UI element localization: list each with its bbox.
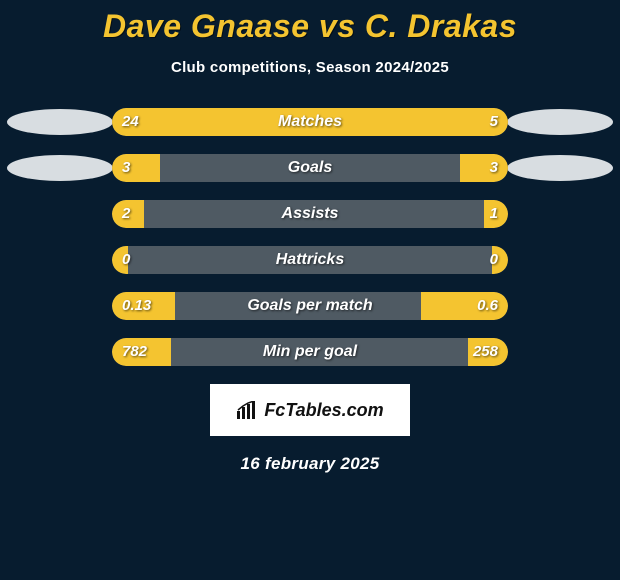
bar-track: 0.130.6Goals per match <box>112 292 508 320</box>
brand-logo: FcTables.com <box>210 384 410 436</box>
comparison-row: 21Assists <box>0 200 620 228</box>
comparison-row: 245Matches <box>0 108 620 136</box>
player-avatar-left <box>7 109 113 135</box>
page-title: Dave Gnaase vs C. Drakas <box>0 0 620 45</box>
date-text: 16 february 2025 <box>0 454 620 474</box>
row-label: Matches <box>112 108 508 136</box>
bar-track: 245Matches <box>112 108 508 136</box>
bar-track: 782258Min per goal <box>112 338 508 366</box>
bar-track: 00Hattricks <box>112 246 508 274</box>
row-label: Assists <box>112 200 508 228</box>
player-avatar-right <box>507 109 613 135</box>
row-label: Min per goal <box>112 338 508 366</box>
comparison-row: 00Hattricks <box>0 246 620 274</box>
row-label: Hattricks <box>112 246 508 274</box>
chart-icon <box>236 401 258 419</box>
comparison-row: 0.130.6Goals per match <box>0 292 620 320</box>
player-avatar-left <box>7 155 113 181</box>
brand-logo-text: FcTables.com <box>264 400 383 421</box>
page-subtitle: Club competitions, Season 2024/2025 <box>0 59 620 76</box>
player-avatar-right <box>507 155 613 181</box>
bar-track: 33Goals <box>112 154 508 182</box>
comparison-chart: 245Matches 33Goals 21Assists 00Hattricks 0.1… <box>0 108 620 366</box>
comparison-row: 33Goals <box>0 154 620 182</box>
row-label: Goals <box>112 154 508 182</box>
bar-track: 21Assists <box>112 200 508 228</box>
row-label: Goals per match <box>112 292 508 320</box>
comparison-row: 782258Min per goal <box>0 338 620 366</box>
